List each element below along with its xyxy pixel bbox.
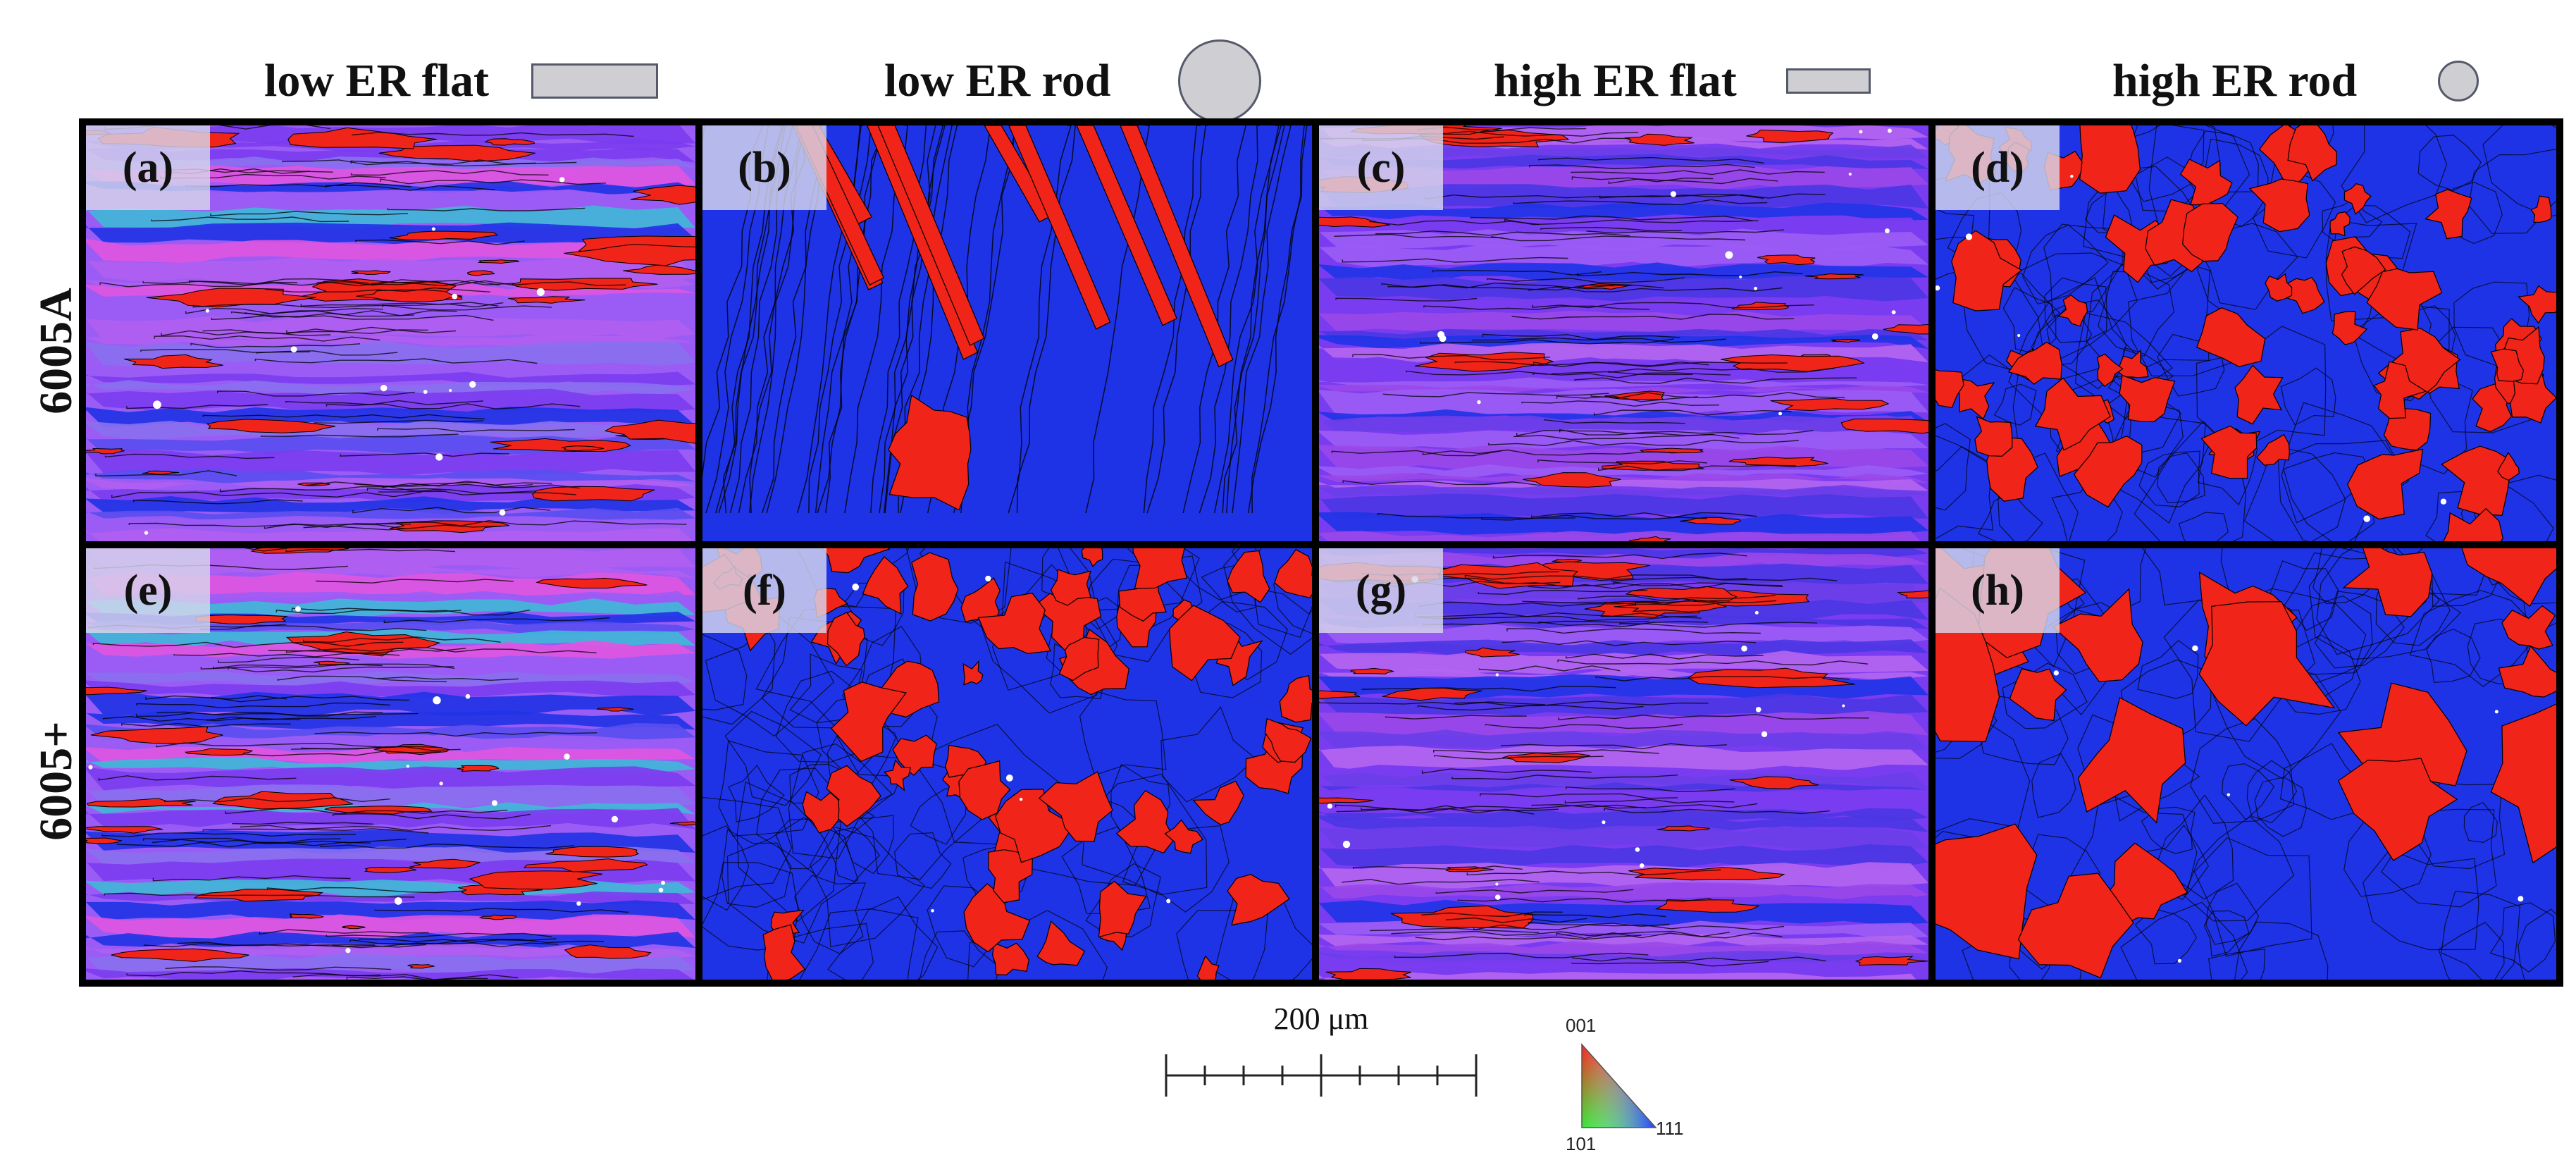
micrograph-panel-b: (b) <box>702 125 1312 541</box>
column-label: low ER flat <box>264 55 489 106</box>
column-header-1: low ER flat <box>264 28 658 134</box>
ebsd-map-g <box>1319 548 1928 980</box>
ebsd-map-e <box>86 548 695 980</box>
micrograph-panel-d: (d) <box>1936 125 2556 541</box>
column-label: low ER rod <box>884 55 1111 106</box>
ipf-triangle-icon <box>1581 1043 1657 1128</box>
ipf-color-key: 001 101 111 <box>1550 1008 1712 1170</box>
scale-bar-ruler <box>1165 1054 1478 1097</box>
column-header-4: high ER rod <box>2112 28 2479 134</box>
panel-label: (a) <box>86 125 210 210</box>
column-label: high ER rod <box>2112 55 2358 106</box>
ebsd-map-f <box>702 548 1312 980</box>
column-label: high ER flat <box>1494 55 1737 106</box>
row-label-6005a: 6005A <box>30 288 82 414</box>
column-header-3: high ER flat <box>1494 28 1871 134</box>
panel-label: (f) <box>702 548 826 633</box>
rod-sample-shape-icon <box>2438 61 2479 101</box>
ipf-key-label-101: 101 <box>1566 1133 1597 1154</box>
micrograph-panel-f: (f) <box>702 548 1312 980</box>
micrograph-panel-g: (g) <box>1319 548 1928 980</box>
ipf-key-label-111: 111 <box>1656 1118 1684 1139</box>
micrograph-panel-c: (c) <box>1319 125 1928 541</box>
flat-sample-shape-icon <box>1785 68 1871 94</box>
panel-label: (h) <box>1936 548 2060 633</box>
ebsd-micrograph-grid: (a) (b) (c) (d) (e) (f) (g) (h) <box>79 118 2563 987</box>
panel-label: (g) <box>1319 548 1443 633</box>
panel-label: (c) <box>1319 125 1443 210</box>
rod-sample-shape-icon <box>1177 39 1261 123</box>
row-label-6005plus: 6005+ <box>30 721 82 841</box>
scale-bar: 200 μm <box>1163 1001 1480 1099</box>
ipf-key-label-001: 001 <box>1566 1015 1597 1036</box>
panel-label: (b) <box>702 125 826 210</box>
micrograph-panel-h: (h) <box>1936 548 2556 980</box>
panel-label: (e) <box>86 548 210 633</box>
micrograph-panel-a: (a) <box>86 125 695 541</box>
scale-bar-label: 200 μm <box>1273 1001 1369 1036</box>
micrograph-panel-e: (e) <box>86 548 695 980</box>
column-header-2: low ER rod <box>884 28 1261 134</box>
panel-label: (d) <box>1936 125 2060 210</box>
flat-sample-shape-icon <box>531 63 658 99</box>
